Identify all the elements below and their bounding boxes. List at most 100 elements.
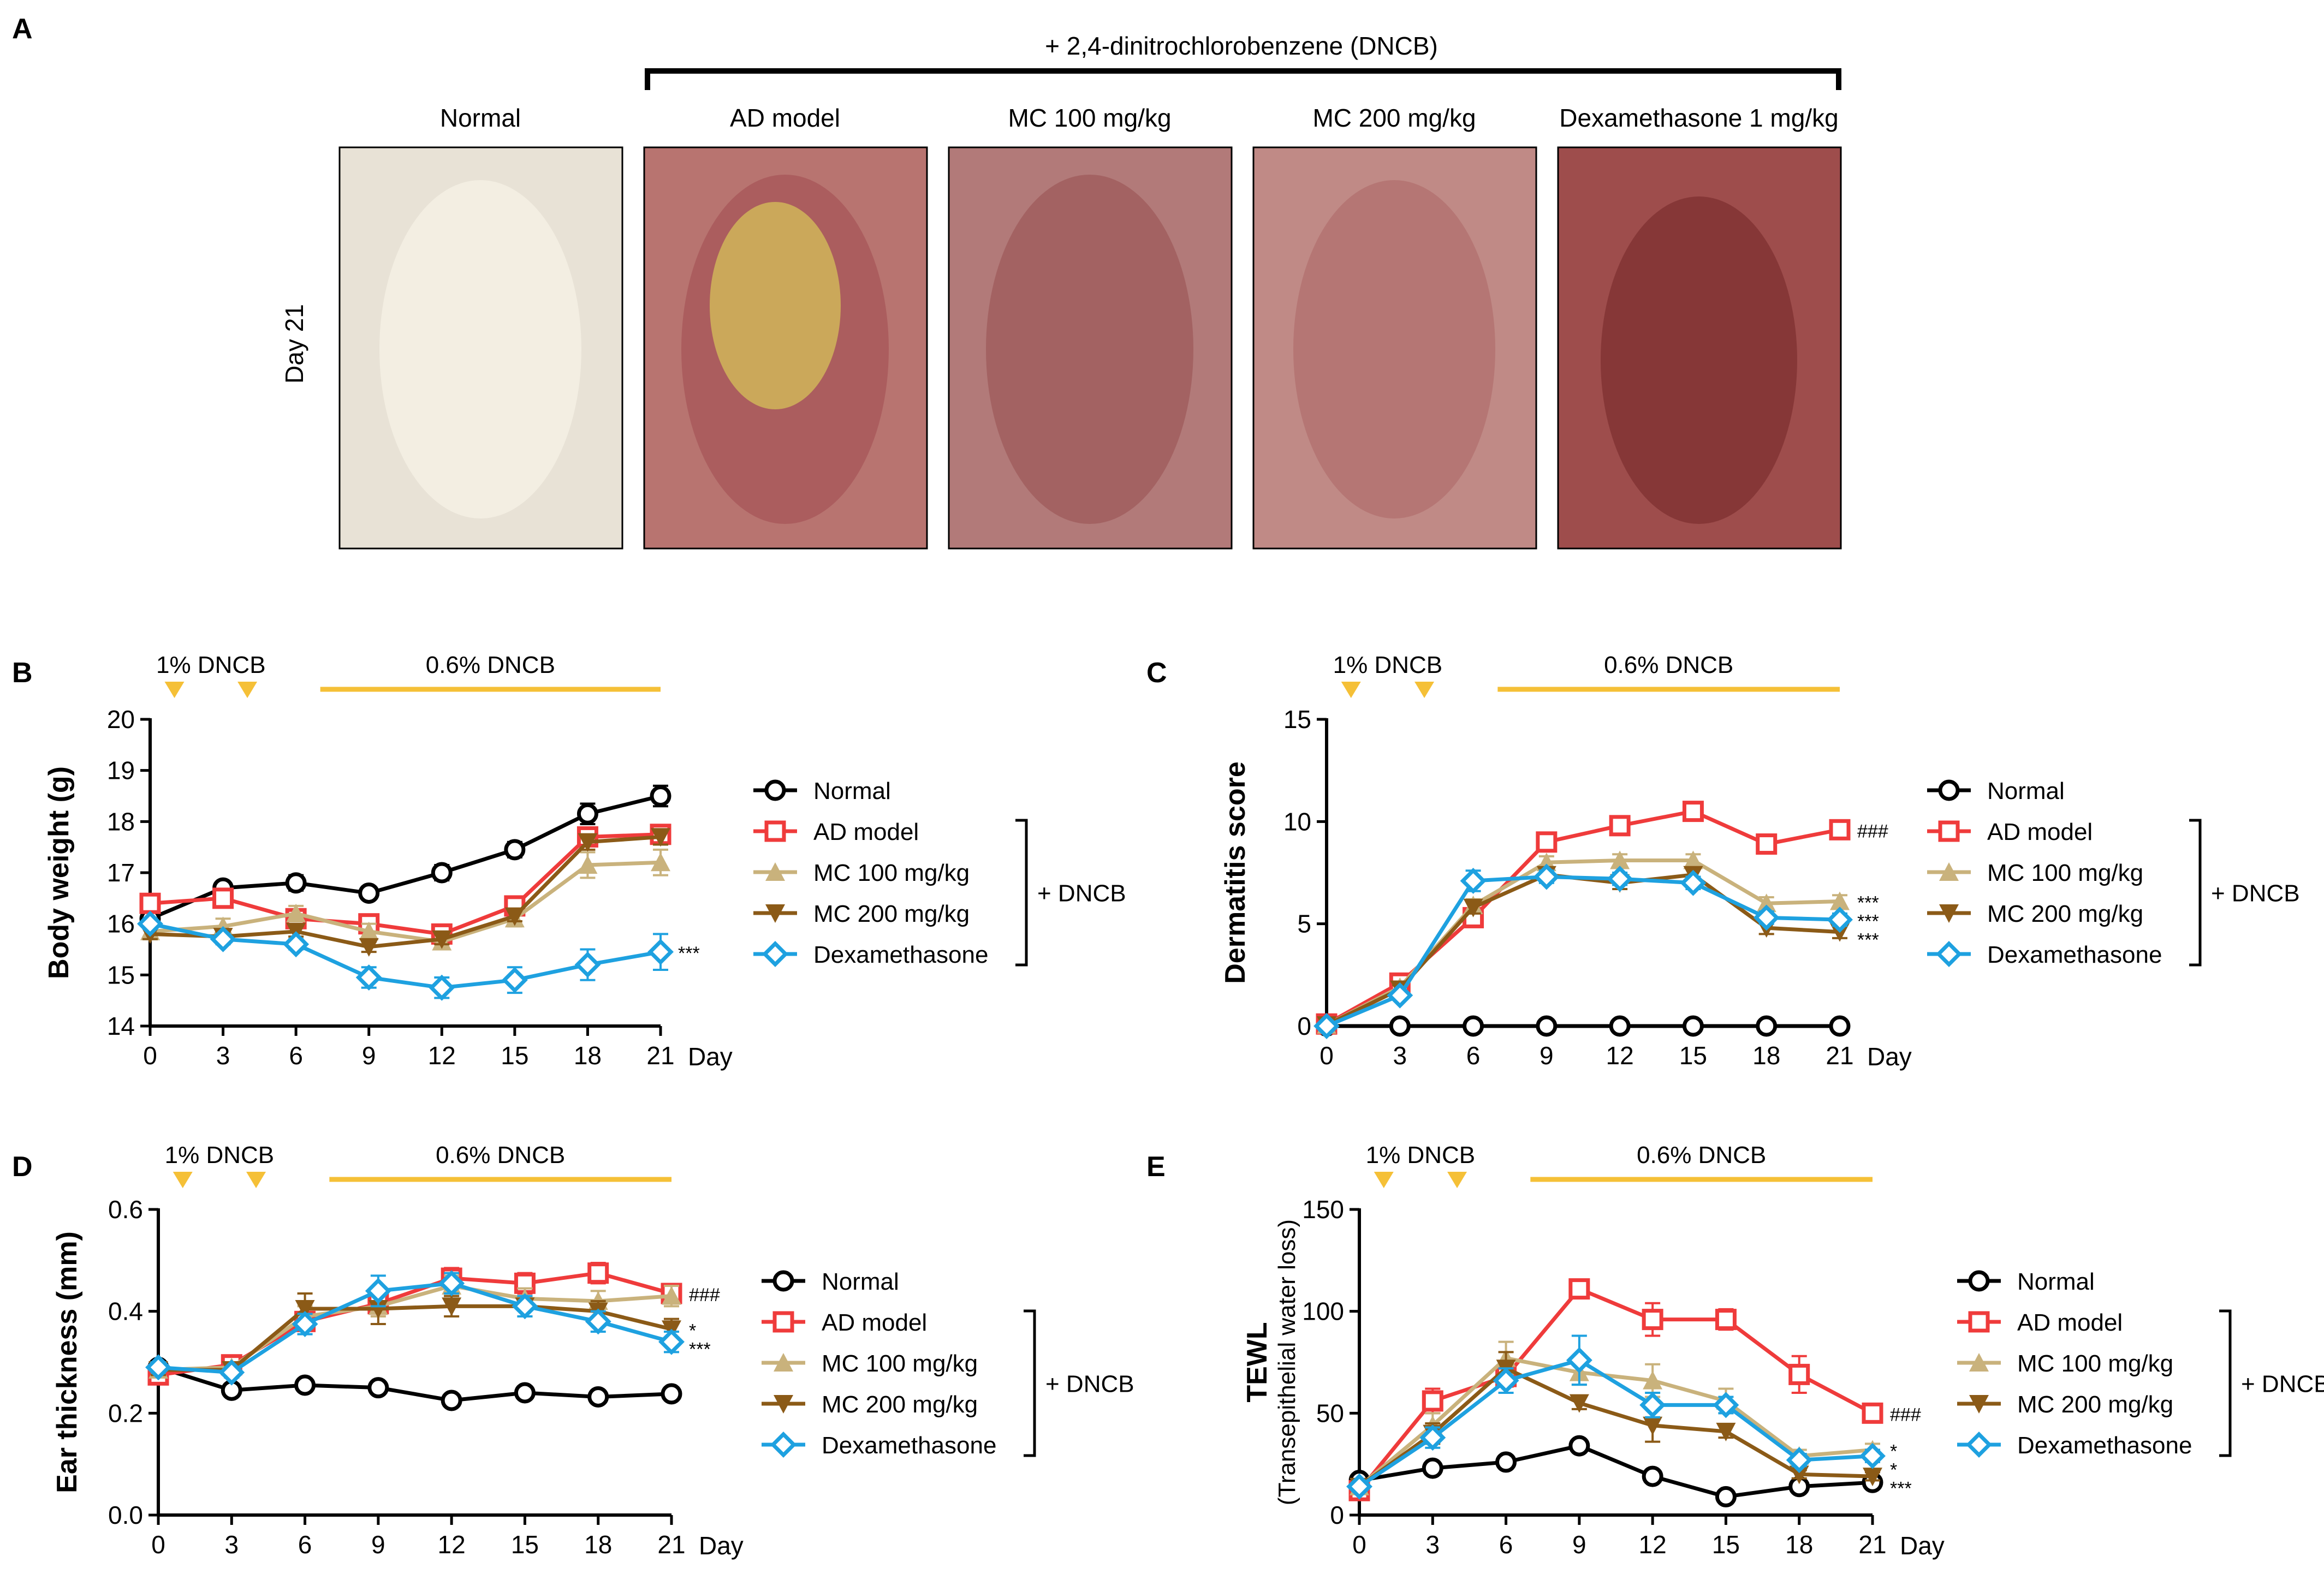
y-tick-label: 150 xyxy=(1302,1195,1344,1224)
marker-dexamethasone xyxy=(283,931,310,958)
marker-mc200 xyxy=(1789,1465,1809,1484)
dose-06pct-label: 0.6% DNCB xyxy=(436,1142,565,1168)
y-tick-label: 100 xyxy=(1302,1297,1344,1326)
x-tick-label: 12 xyxy=(1606,1041,1634,1070)
marker-mc100 xyxy=(1683,850,1703,869)
dose-1pct-arrow xyxy=(1414,682,1435,698)
x-tick-label: 0 xyxy=(1319,1041,1334,1070)
marker-mc200 xyxy=(1463,898,1483,917)
significance-mark: * xyxy=(1890,1441,1897,1462)
dose-06pct-label: 0.6% DNCB xyxy=(1637,1142,1766,1168)
y-tick-label: 0 xyxy=(1330,1501,1344,1529)
legend-label: MC 200 mg/kg xyxy=(813,901,970,927)
marker-mc200 xyxy=(1569,1394,1589,1413)
series-line-mc-200-mg-kg xyxy=(150,834,661,949)
series-line-dexamethasone xyxy=(1358,1358,1873,1488)
x-tick-label: 9 xyxy=(371,1530,385,1559)
dose-06pct-label: 0.6% DNCB xyxy=(426,652,555,678)
row-label-day21: Day 21 xyxy=(280,304,308,384)
marker-normal xyxy=(514,1382,536,1404)
marker-dexamethasone xyxy=(1713,1392,1739,1418)
marker-mc200 xyxy=(774,1395,793,1414)
y-tick-label: 16 xyxy=(107,910,135,938)
marker-ad-model xyxy=(1862,1402,1883,1424)
legend-entry-ad-model: AD model xyxy=(762,1309,927,1336)
legend-entry-mc-100-mg-kg: MC 100 mg/kg xyxy=(1927,860,2143,886)
significance-mark: * xyxy=(1890,1460,1897,1481)
marker-ad-model xyxy=(1829,819,1851,840)
panel-a: A + 2,4-dinitrochlorobenzene (DNCB) Day … xyxy=(12,13,1842,550)
chart-dermatitis-score: 0 5 10 15 0 3 6 9 12 15 18 21 Day Dermatitis score 1% … xyxy=(1220,652,2300,1071)
marker-mc200 xyxy=(578,833,598,852)
marker-ad-model xyxy=(587,1262,609,1284)
x-tick-label: 15 xyxy=(1712,1530,1740,1559)
legend-label: Normal xyxy=(2017,1268,2095,1295)
series-mc-100-mg-kg xyxy=(140,848,670,951)
significance-mark: ### xyxy=(1857,821,1888,842)
y-tick-label: 14 xyxy=(107,1012,135,1040)
y-tick-label: 20 xyxy=(107,705,135,734)
photo-label-mc200: MC 200 mg/kg xyxy=(1312,104,1476,132)
legend-entry-mc-100-mg-kg: MC 100 mg/kg xyxy=(1957,1350,2173,1377)
marker-dexamethasone xyxy=(658,1328,685,1355)
marker-dexamethasone xyxy=(1346,1473,1372,1500)
x-tick-label: 3 xyxy=(1425,1530,1440,1559)
marker-normal xyxy=(650,785,671,807)
series-line-normal xyxy=(1359,1444,1873,1499)
marker-ad-model xyxy=(1536,831,1558,853)
significance-mark: *** xyxy=(1857,892,1879,913)
y-tick-label: 15 xyxy=(107,961,135,989)
marker-mc100 xyxy=(1756,893,1776,913)
legend-label: Normal xyxy=(813,778,891,804)
x-axis-label: Day xyxy=(699,1531,744,1560)
significance-mark: *** xyxy=(1890,1478,1912,1499)
marker-dexamethasone xyxy=(355,964,382,991)
dose-1pct-arrow xyxy=(173,1172,193,1188)
y-tick-label: 0.4 xyxy=(108,1297,143,1326)
marker-mc100 xyxy=(1939,862,1959,881)
marker-normal xyxy=(358,882,380,904)
panel-label-b: B xyxy=(12,657,33,689)
legend-label: AD model xyxy=(813,819,919,845)
series-dexamethasone xyxy=(137,910,674,1001)
marker-ad-model xyxy=(1568,1278,1590,1300)
x-tick-label: 21 xyxy=(657,1530,685,1559)
legend-entry-dexamethasone: Dexamethasone xyxy=(1957,1432,2192,1459)
lesion-crust-ad-model xyxy=(710,202,841,409)
y-tick-label: 18 xyxy=(107,807,135,836)
y-axis-sublabel: (Transepithelial water loss) xyxy=(1274,1219,1300,1505)
chart-tewl: 0 50 100 150 0 3 6 9 12 15 18 21 Day TEWL (Transepithe… xyxy=(1241,1142,2324,1560)
dose-06pct-label: 0.6% DNCB xyxy=(1604,652,1733,678)
marker-dexamethasone xyxy=(1936,941,1962,967)
legend-entry-mc-200-mg-kg: MC 200 mg/kg xyxy=(762,1391,978,1418)
marker-mc100 xyxy=(578,855,598,874)
legend-label: MC 100 mg/kg xyxy=(822,1350,978,1377)
legend-entry-mc-200-mg-kg: MC 200 mg/kg xyxy=(753,901,970,927)
x-tick-label: 15 xyxy=(1679,1041,1707,1070)
marker-mc200 xyxy=(442,1297,462,1316)
legend-label: Dexamethasone xyxy=(1987,941,2162,968)
photo-label-ad-model: AD model xyxy=(730,104,840,132)
legend-label: AD model xyxy=(2017,1309,2123,1336)
legend-label: AD model xyxy=(822,1309,927,1336)
y-tick-label: 19 xyxy=(107,756,135,785)
x-tick-label: 9 xyxy=(362,1041,376,1070)
marker-ad-model xyxy=(764,820,786,842)
panel-label-e: E xyxy=(1146,1151,1166,1183)
legend-entry-dexamethasone: Dexamethasone xyxy=(1927,941,2162,968)
legend-label: Normal xyxy=(822,1268,899,1295)
photo-label-dexamethasone: Dexamethasone 1 mg/kg xyxy=(1559,104,1838,132)
marker-ad-model xyxy=(212,887,234,909)
x-tick-label: 0 xyxy=(151,1530,165,1559)
marker-ad-model xyxy=(1642,1309,1663,1331)
marker-normal xyxy=(772,1270,794,1292)
marker-normal xyxy=(504,839,526,861)
x-tick-label: 12 xyxy=(438,1530,466,1559)
dose-1pct-label: 1% DNCB xyxy=(165,1142,275,1168)
series-normal xyxy=(147,1356,682,1411)
marker-dexamethasone xyxy=(762,941,788,967)
legend-entry-normal: Normal xyxy=(1927,778,2065,804)
photo-normal: Normal xyxy=(338,104,623,550)
series-dexamethasone xyxy=(145,1270,685,1386)
dose-1pct-arrow xyxy=(237,682,258,698)
